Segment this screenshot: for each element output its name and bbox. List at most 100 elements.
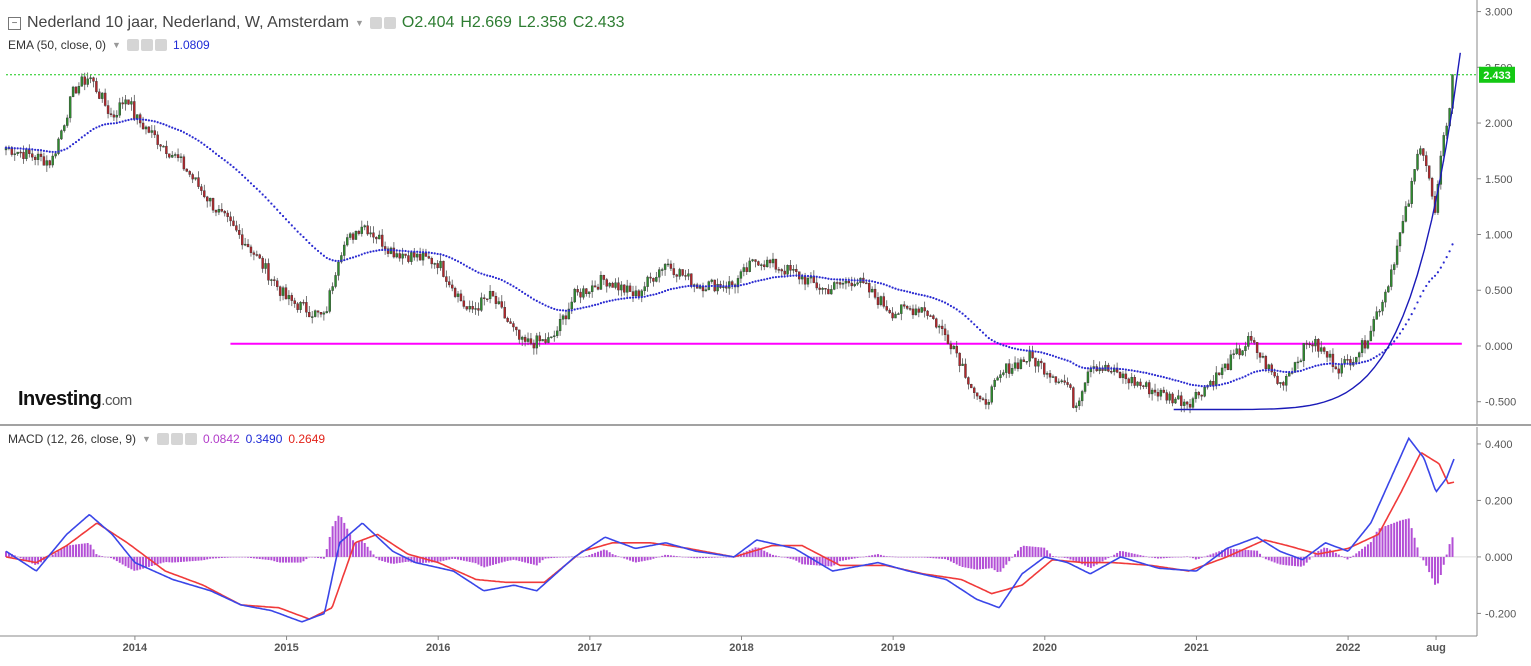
candle-down: [978, 395, 982, 399]
instrument-title[interactable]: Nederland 10 jaar, Nederland, W, Amsterd…: [27, 14, 349, 31]
histogram-bar: [944, 556, 947, 560]
ema-point: [1404, 323, 1407, 326]
ema-point: [649, 294, 652, 297]
histogram-bar: [702, 556, 705, 559]
candle-down: [1252, 340, 1256, 343]
close-icon[interactable]: [154, 39, 167, 51]
histogram-bar: [1378, 528, 1381, 557]
chevron-down-icon[interactable]: ▼: [112, 40, 121, 50]
candle-up: [421, 252, 425, 261]
candle-down: [888, 310, 891, 314]
histogram-bar: [457, 556, 460, 560]
histogram-bar: [809, 556, 812, 565]
chevron-down-icon[interactable]: ▼: [142, 434, 151, 444]
ema-point: [60, 149, 63, 152]
ema-point: [1069, 360, 1072, 363]
candle-down: [267, 263, 270, 281]
histogram-bar: [833, 556, 836, 566]
histogram-bar: [302, 556, 305, 562]
ema-point: [445, 255, 448, 258]
candle-down: [48, 160, 51, 166]
candle-down: [593, 285, 597, 288]
candle-down: [375, 236, 378, 240]
candle-up: [1378, 310, 1381, 313]
macd-label[interactable]: MACD (12, 26, close, 9): [8, 432, 137, 446]
gear-icon[interactable]: [140, 39, 153, 51]
collapse-icon[interactable]: −: [8, 16, 21, 30]
candle-up: [1241, 350, 1244, 356]
candle-down: [795, 268, 798, 272]
ema-point: [1008, 346, 1011, 349]
ema-label[interactable]: EMA (50, close, 0): [8, 38, 107, 52]
histogram-bar: [107, 556, 110, 558]
high-value: H2.669: [460, 14, 512, 31]
ema-point: [509, 283, 512, 286]
candle-down: [964, 363, 967, 378]
time-tick-label: 2014: [123, 642, 148, 654]
histogram-bar: [900, 556, 903, 558]
candle-up: [1075, 405, 1078, 408]
histogram-bar: [375, 556, 378, 559]
ema-point: [515, 286, 518, 290]
ema-point: [211, 150, 215, 153]
ema-point: [1153, 373, 1157, 377]
eye-icon[interactable]: [126, 39, 139, 51]
candle-down: [1133, 376, 1136, 386]
histogram-bar: [159, 556, 162, 564]
histogram-bar: [597, 551, 600, 557]
candle-down: [165, 145, 168, 155]
histogram-bar: [643, 556, 646, 561]
close-icon[interactable]: [184, 433, 197, 445]
ema-point: [1314, 364, 1317, 367]
ema-point: [1121, 368, 1125, 371]
ema-point: [833, 278, 836, 281]
candle-down: [815, 282, 818, 289]
candle-up: [16, 151, 19, 154]
histogram-bar: [314, 556, 317, 558]
ema-point: [573, 308, 576, 311]
candle-up: [1086, 371, 1090, 384]
ema-point: [1016, 348, 1020, 351]
candle-up: [547, 337, 550, 343]
histogram-bar: [1002, 556, 1005, 569]
histogram-bar: [999, 556, 1002, 572]
ema-point: [1162, 375, 1165, 379]
histogram-bar: [521, 556, 524, 562]
ema-point: [885, 284, 888, 287]
histogram-bar: [911, 556, 914, 558]
histogram-bar: [232, 556, 235, 558]
chevron-down-icon[interactable]: ▼: [354, 18, 364, 28]
ema-point: [48, 150, 51, 153]
candle-up: [1416, 153, 1419, 170]
candle-down: [1043, 362, 1046, 375]
ema-point: [241, 173, 244, 177]
ema-point: [1186, 382, 1189, 385]
eye-icon[interactable]: [369, 17, 382, 29]
time-tick-label: 2021: [1184, 642, 1208, 654]
candle-up: [879, 296, 883, 305]
gear-icon[interactable]: [170, 433, 183, 445]
candle-up: [433, 263, 436, 265]
candle-down: [1118, 372, 1122, 378]
histogram-bar: [888, 556, 891, 557]
candle-up: [299, 302, 302, 310]
histogram-bar: [296, 556, 299, 563]
histogram-bar: [1183, 556, 1186, 558]
candle-down: [182, 156, 186, 170]
histogram-bar: [139, 556, 142, 570]
ema-point: [144, 118, 148, 121]
gear-icon[interactable]: [383, 17, 396, 29]
candle-down: [427, 256, 431, 259]
histogram-bar: [1355, 553, 1358, 557]
candle-down: [206, 196, 209, 202]
histogram-bar: [1314, 553, 1317, 557]
histogram-bar: [1259, 553, 1262, 557]
histogram-bar: [66, 545, 69, 557]
eye-icon[interactable]: [156, 433, 169, 445]
candle-up: [553, 335, 556, 337]
candle-down: [1180, 395, 1183, 406]
histogram-bar: [672, 555, 675, 557]
candle-up: [1005, 363, 1008, 373]
candle-down: [103, 92, 107, 106]
